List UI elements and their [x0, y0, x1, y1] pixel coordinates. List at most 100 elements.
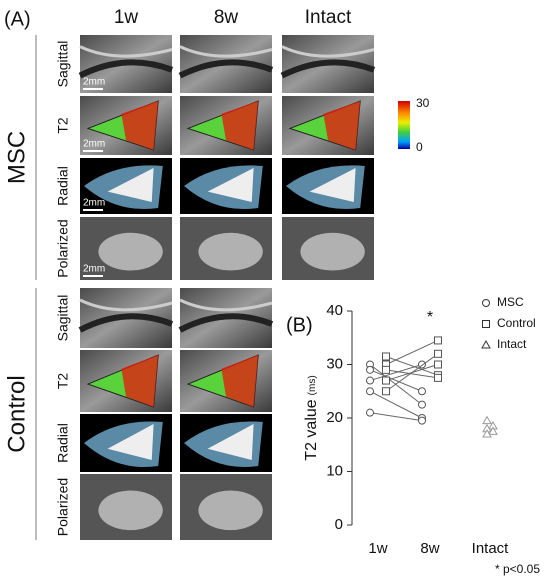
image — [180, 158, 272, 214]
image — [282, 217, 374, 280]
point — [382, 376, 390, 385]
image-detail — [207, 168, 254, 202]
image-detail — [207, 424, 254, 460]
pair-line — [369, 412, 423, 422]
image-detail — [178, 59, 274, 79]
image — [180, 350, 272, 412]
image — [180, 96, 272, 155]
image — [280, 35, 376, 93]
image-detail — [221, 101, 259, 150]
image-detail — [79, 45, 173, 58]
image-detail — [280, 59, 376, 79]
pair-line — [369, 390, 423, 419]
annotation: * — [427, 309, 433, 326]
image — [178, 35, 274, 93]
point — [482, 429, 492, 438]
y-tick-label: 20 — [326, 409, 343, 426]
panel-label: (A) — [4, 8, 31, 30]
scale-bar-label: 2mm — [83, 139, 105, 150]
pair-line — [369, 369, 423, 392]
image-detail — [309, 168, 356, 202]
row-label: Sagittal — [55, 295, 71, 342]
image — [80, 158, 172, 214]
legend-label: Intact — [497, 337, 527, 351]
image — [178, 288, 274, 348]
x-tick-label: Intact — [472, 540, 510, 557]
y-axis-unit: (ms) — [307, 375, 318, 395]
image-detail — [98, 232, 163, 271]
image — [180, 474, 272, 540]
image-detail — [121, 101, 159, 150]
image — [80, 350, 172, 412]
point — [482, 415, 492, 425]
row-label: Polarized — [55, 478, 71, 536]
group-label: Control — [3, 375, 30, 452]
image — [80, 414, 172, 472]
scale-bar-label: 2mm — [83, 77, 105, 88]
image-detail — [281, 45, 375, 58]
point — [488, 426, 498, 435]
row-label: T2 — [55, 117, 71, 134]
pair-line — [385, 356, 439, 376]
image — [180, 217, 272, 280]
point — [434, 360, 442, 369]
image-detail — [198, 232, 263, 271]
point — [434, 336, 442, 345]
colorbar — [398, 101, 410, 149]
point — [366, 376, 374, 385]
pair-line — [385, 353, 439, 392]
y-axis-title: T2 value — [303, 399, 320, 460]
legend-label: MSC — [497, 295, 524, 309]
y-axis-label: T2 value (ms) — [303, 375, 320, 460]
row-label: Sagittal — [55, 41, 71, 88]
point — [482, 299, 490, 307]
pair-line — [369, 364, 423, 382]
panel-label: (B) — [286, 314, 313, 336]
point — [434, 373, 442, 382]
point — [418, 387, 426, 396]
point — [366, 408, 374, 417]
point — [382, 387, 390, 396]
row-label: T2 — [55, 373, 71, 390]
row-label: Radial — [55, 166, 71, 206]
scale-bar-label: 2mm — [83, 198, 105, 209]
pair-line — [385, 369, 439, 379]
column-label: 1w — [114, 7, 139, 28]
image-detail — [179, 45, 273, 58]
legend-label: Control — [497, 316, 536, 330]
group-label: MSC — [3, 131, 30, 184]
point — [482, 320, 490, 328]
image-detail — [78, 59, 174, 79]
image — [78, 288, 174, 348]
point — [418, 400, 426, 409]
point — [366, 365, 374, 374]
image-detail — [198, 490, 263, 531]
column-label: 8w — [214, 7, 239, 28]
image-detail — [300, 232, 365, 271]
y-tick-label: 0 — [335, 516, 343, 533]
image-detail — [179, 298, 273, 312]
image-detail — [78, 313, 174, 333]
image-detail — [178, 313, 274, 333]
y-tick-label: 40 — [326, 302, 343, 319]
footnote: * p<0.05 — [495, 562, 540, 576]
colorbar-label: 0 — [416, 140, 423, 154]
point — [481, 339, 491, 349]
point — [382, 352, 390, 361]
y-tick-label: 10 — [326, 462, 343, 479]
image-detail — [107, 424, 154, 460]
image-detail — [79, 298, 173, 312]
column-label: Intact — [305, 7, 352, 28]
image — [282, 96, 374, 155]
row-label: Radial — [55, 423, 71, 463]
image-detail — [221, 355, 259, 407]
image — [282, 158, 374, 214]
point — [382, 365, 390, 374]
pair-line — [385, 339, 439, 365]
colorbar-label: 30 — [416, 96, 430, 110]
image — [78, 35, 174, 93]
scale-bar-label: 2mm — [83, 264, 105, 275]
image-detail — [98, 490, 163, 531]
point — [366, 387, 374, 396]
image — [180, 414, 272, 472]
